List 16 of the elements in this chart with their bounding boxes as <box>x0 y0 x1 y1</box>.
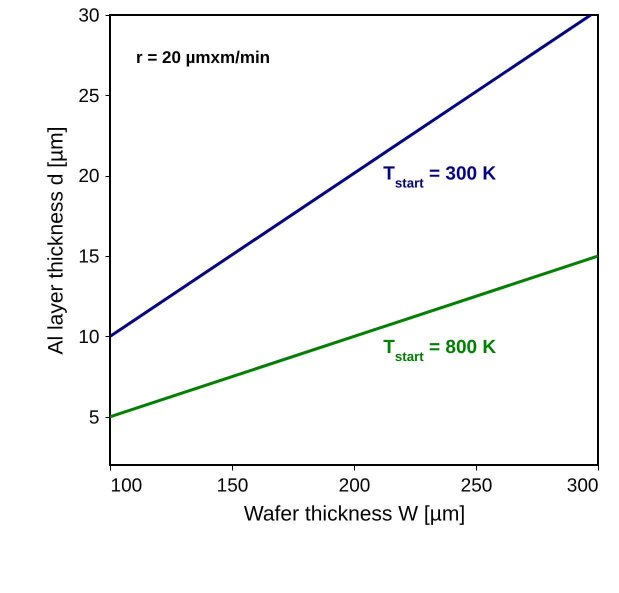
x-tick-label: 100 <box>110 476 142 496</box>
y-axis-title: Al layer thickness d [µm] <box>44 126 68 355</box>
x-tick-label: 300 <box>566 476 598 496</box>
x-tick-label: 200 <box>338 476 370 496</box>
x-tick-label: 150 <box>216 476 248 496</box>
y-tick-label: 5 <box>88 407 100 428</box>
x-axis-title: Wafer thickness W [µm] <box>244 502 466 526</box>
y-tick-label: 10 <box>78 326 100 348</box>
y-tick-label: 20 <box>78 166 100 188</box>
annotation: r = 20 µmxm/min <box>136 48 270 67</box>
y-tick-label: 30 <box>78 6 100 26</box>
series-label: T$_{start}$ = 300 K <box>383 164 496 190</box>
y-tick-label: 25 <box>78 86 100 107</box>
y-tick-label: 15 <box>78 246 100 268</box>
x-tick-label: 250 <box>460 476 492 496</box>
series-label: T$_{start}$ = 800 K <box>383 336 496 364</box>
